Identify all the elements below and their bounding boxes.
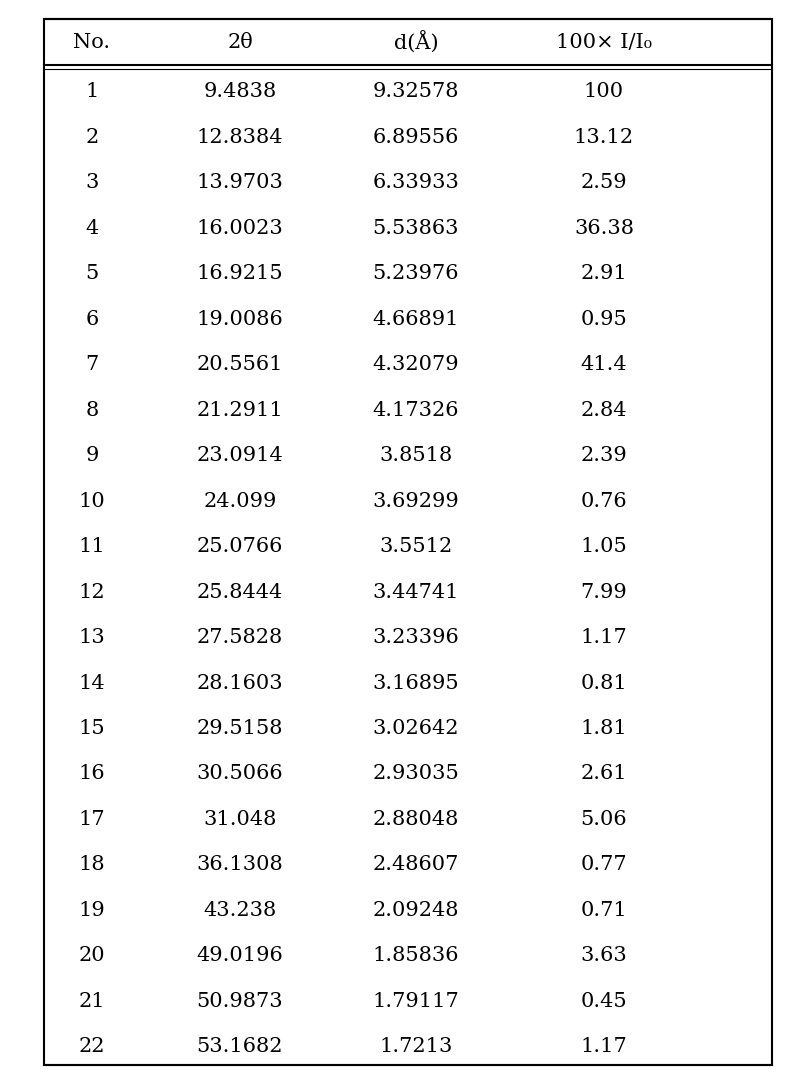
Text: 27.5828: 27.5828 (197, 628, 283, 647)
Text: 12.8384: 12.8384 (197, 128, 283, 146)
Text: 21: 21 (78, 992, 106, 1010)
Text: 8: 8 (86, 400, 98, 420)
Text: 4.32079: 4.32079 (373, 355, 459, 374)
Text: 30.5066: 30.5066 (197, 764, 283, 783)
Text: 100: 100 (584, 83, 624, 101)
Text: 11: 11 (78, 537, 106, 556)
Text: 20.5561: 20.5561 (197, 355, 283, 374)
Text: 2θ: 2θ (227, 32, 253, 52)
Text: 1.17: 1.17 (581, 628, 627, 647)
Text: 1.85836: 1.85836 (373, 947, 459, 965)
Text: 13.9703: 13.9703 (197, 173, 283, 193)
Text: 16.9215: 16.9215 (197, 265, 283, 283)
Text: 4.66891: 4.66891 (373, 310, 459, 329)
Text: 3.44741: 3.44741 (373, 582, 459, 601)
Text: 10: 10 (78, 492, 106, 511)
Text: 4: 4 (86, 218, 98, 238)
Text: 24.099: 24.099 (203, 492, 277, 511)
Text: 9.4838: 9.4838 (203, 83, 277, 101)
Text: 0.76: 0.76 (581, 492, 627, 511)
Text: 22: 22 (78, 1037, 106, 1057)
Text: 6.89556: 6.89556 (373, 128, 459, 146)
Text: 13: 13 (78, 628, 106, 647)
Text: 3.69299: 3.69299 (373, 492, 459, 511)
Text: 36.1308: 36.1308 (197, 855, 283, 875)
Text: 5.06: 5.06 (581, 810, 627, 829)
Text: 7: 7 (86, 355, 98, 374)
Text: 15: 15 (78, 719, 106, 738)
Text: 5: 5 (86, 265, 98, 283)
Text: 2.61: 2.61 (581, 764, 627, 783)
Text: 3.63: 3.63 (581, 947, 627, 965)
Text: 50.9873: 50.9873 (197, 992, 283, 1010)
Text: 21.2911: 21.2911 (197, 400, 283, 420)
Text: 6.33933: 6.33933 (373, 173, 459, 193)
Text: 3.23396: 3.23396 (373, 628, 459, 647)
Text: 1.17: 1.17 (581, 1037, 627, 1057)
Text: d(Å): d(Å) (394, 31, 438, 53)
Text: 100× I/I₀: 100× I/I₀ (556, 32, 652, 52)
Text: 0.81: 0.81 (581, 674, 627, 693)
Text: 2.84: 2.84 (581, 400, 627, 420)
Text: 29.5158: 29.5158 (197, 719, 283, 738)
Text: 2.91: 2.91 (581, 265, 627, 283)
Text: 3.5512: 3.5512 (379, 537, 453, 556)
Text: 18: 18 (78, 855, 106, 875)
Text: 49.0196: 49.0196 (197, 947, 283, 965)
Text: 25.0766: 25.0766 (197, 537, 283, 556)
Text: 28.1603: 28.1603 (197, 674, 283, 693)
Text: 3.16895: 3.16895 (373, 674, 459, 693)
Text: 43.238: 43.238 (203, 901, 277, 920)
Text: 0.71: 0.71 (581, 901, 627, 920)
Text: 25.8444: 25.8444 (197, 582, 283, 601)
Text: 3.02642: 3.02642 (373, 719, 459, 738)
Text: 36.38: 36.38 (574, 218, 634, 238)
Text: 4.17326: 4.17326 (373, 400, 459, 420)
Text: 14: 14 (78, 674, 106, 693)
Text: 6: 6 (86, 310, 98, 329)
Text: 2.88048: 2.88048 (373, 810, 459, 829)
Text: 3.8518: 3.8518 (379, 447, 453, 465)
Text: 5.23976: 5.23976 (373, 265, 459, 283)
Text: 1.7213: 1.7213 (379, 1037, 453, 1057)
Text: 31.048: 31.048 (203, 810, 277, 829)
Text: 2.39: 2.39 (581, 447, 627, 465)
Text: 17: 17 (78, 810, 106, 829)
Text: 5.53863: 5.53863 (373, 218, 459, 238)
Text: 2.48607: 2.48607 (373, 855, 459, 875)
Text: 2.09248: 2.09248 (373, 901, 459, 920)
Text: 12: 12 (78, 582, 106, 601)
Text: 9: 9 (86, 447, 98, 465)
Text: 20: 20 (78, 947, 106, 965)
Text: 19: 19 (78, 901, 106, 920)
Text: 53.1682: 53.1682 (197, 1037, 283, 1057)
Text: 1.81: 1.81 (581, 719, 627, 738)
Text: 2: 2 (86, 128, 98, 146)
Text: No.: No. (74, 32, 110, 52)
Text: 1.79117: 1.79117 (373, 992, 459, 1010)
Text: 1: 1 (86, 83, 98, 101)
Text: 23.0914: 23.0914 (197, 447, 283, 465)
Text: 0.45: 0.45 (581, 992, 627, 1010)
Text: 3: 3 (86, 173, 98, 193)
Text: 16: 16 (78, 764, 106, 783)
Text: 1.05: 1.05 (581, 537, 627, 556)
Text: 7.99: 7.99 (581, 582, 627, 601)
Text: 2.93035: 2.93035 (373, 764, 459, 783)
Text: 13.12: 13.12 (574, 128, 634, 146)
Text: 2.59: 2.59 (581, 173, 627, 193)
Text: 19.0086: 19.0086 (197, 310, 283, 329)
Text: 16.0023: 16.0023 (197, 218, 283, 238)
Text: 9.32578: 9.32578 (373, 83, 459, 101)
Text: 0.77: 0.77 (581, 855, 627, 875)
Text: 0.95: 0.95 (581, 310, 627, 329)
Text: 41.4: 41.4 (581, 355, 627, 374)
